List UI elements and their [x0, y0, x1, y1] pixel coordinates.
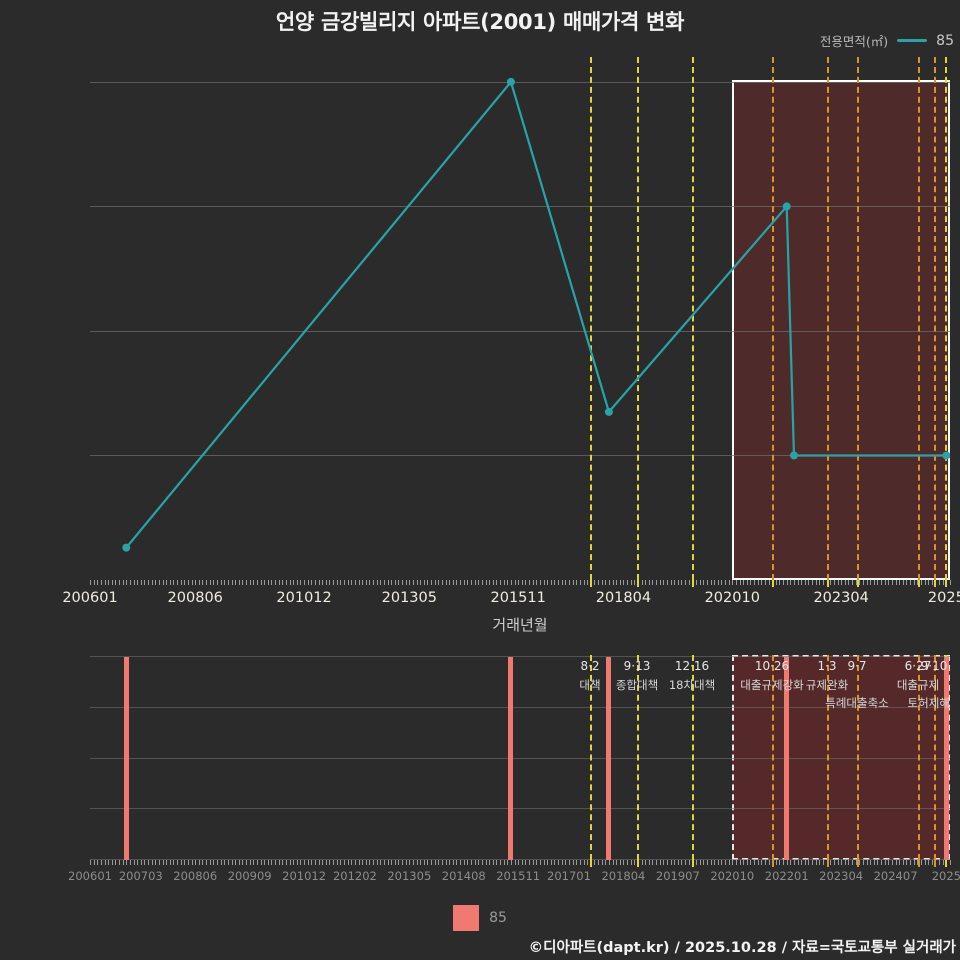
policy-line-vol-12-16 [692, 655, 694, 860]
policy-date-label: 9·7 [847, 659, 867, 673]
price-x-tick-label: 200806 [167, 590, 223, 606]
policy-date-label: 9·10 [920, 659, 948, 673]
volume-bar[interactable] [508, 657, 514, 860]
legend-area-value: 85 [936, 32, 954, 49]
price-gridline [90, 330, 950, 332]
policy-line-m8 [945, 57, 947, 580]
price-x-tick-label: 201511 [490, 590, 546, 606]
volume-x-tick-label: 201305 [387, 869, 432, 883]
legend-volume-swatch [453, 905, 480, 931]
volume-x-tick-label: 202304 [819, 869, 864, 883]
policy-name-label: 규제완화 [805, 678, 849, 692]
price-gridline [90, 81, 950, 83]
price-x-tick-label: 201804 [595, 590, 652, 606]
volume-gridline [90, 757, 950, 759]
policy-line-vol-6-27 [918, 655, 920, 860]
price-x-tick-label: 2025 [927, 590, 960, 606]
volume-x-tick-label: 201511 [496, 869, 541, 883]
policy-line-vol-8-2 [590, 655, 592, 860]
footer-credit: ©디아파트(dapt.kr) / 2025.10.28 / 자료=국토교통부 실… [528, 940, 956, 956]
policy-line-vol-1-3 [827, 655, 829, 860]
price-x-tick-label: 201305 [381, 590, 437, 606]
policy-line-vol-10-26 [772, 655, 774, 860]
price-highlight-region [732, 80, 950, 580]
price-x-axis: 거래년월 200601 200806 201012 201305 201511 20180… [62, 580, 960, 634]
volume-x-tick-label: 200909 [227, 869, 272, 883]
volume-x-tick-label: 201701 [547, 869, 591, 883]
policy-line-9-10 [934, 57, 936, 580]
policy-line-vol-9-10 [934, 655, 936, 860]
policy-line-1-3 [827, 57, 829, 580]
volume-bar[interactable] [606, 657, 612, 860]
policy-name-label: 특례대출축소 [825, 696, 889, 710]
price-x-tickbar [90, 580, 951, 587]
policy-line-9-13 [637, 57, 639, 580]
price-chart-plot-area[interactable]: 1.5억1.4억1.3억1.2억 [90, 57, 950, 580]
policy-line-8-2 [590, 57, 592, 580]
volume-x-tick-label: 2025 [931, 869, 960, 883]
volume-chart-plot-area[interactable]: 1.000.750.500.250.008·2대책9·13종합대책12·1618… [90, 655, 950, 860]
policy-name-label: 18차대책 [668, 678, 716, 692]
policy-date-label: 8·2 [580, 659, 600, 673]
volume-bar[interactable] [784, 657, 790, 860]
page-title: 언양 금강빌리지 아파트(2001) 매매가격 변화 [275, 10, 685, 34]
volume-gridline [90, 656, 950, 657]
volume-x-tickbar [90, 860, 951, 867]
policy-line-12-16 [692, 57, 694, 580]
price-x-axis-label: 거래년월 [492, 616, 548, 634]
legend-volume-value: 85 [489, 910, 507, 926]
volume-x-tick-label: 202407 [873, 869, 918, 883]
legend-top[interactable]: 전용면적(㎡) 85 [820, 31, 954, 50]
price-x-tick-label: 202010 [704, 590, 760, 606]
policy-date-label: 6·27 [904, 659, 932, 673]
volume-gridline [90, 859, 950, 860]
policy-line-vol-9-7 [857, 655, 859, 860]
policy-line-10-26 [772, 57, 774, 580]
volume-x-tick-label: 201408 [441, 869, 486, 883]
policy-name-label: 종합대책 [615, 678, 659, 692]
policy-date-label: 1·3 [817, 659, 837, 673]
price-series-85 [122, 77, 950, 552]
volume-gridline [90, 808, 950, 810]
volume-x-tick-label: 202010 [710, 869, 755, 883]
volume-x-tick-label: 200806 [173, 869, 218, 883]
policy-line-vol-9-13 [637, 655, 639, 860]
volume-bar[interactable] [943, 657, 949, 860]
policy-name-label: 대책 [579, 678, 601, 692]
policy-line-9-7 [857, 57, 859, 580]
price-gridline [90, 206, 950, 208]
volume-x-axis: 200601 200703 200806 200909 201012 201202 2013… [68, 860, 960, 890]
policy-name-label: 토허제해제 [907, 696, 950, 710]
policy-date-label: 10·26 [754, 659, 790, 673]
price-gridline [90, 455, 950, 457]
policy-line-6-27 [918, 57, 920, 580]
volume-x-tick-label: 201202 [332, 869, 377, 883]
volume-x-tick-label: 201804 [601, 869, 646, 883]
volume-x-tick-label: 200601 [68, 869, 112, 883]
legend-area-label: 전용면적(㎡) [819, 34, 889, 49]
volume-x-tick-label: 201907 [655, 869, 700, 883]
price-x-tick-label: 202304 [813, 590, 869, 606]
volume-bar[interactable] [123, 657, 129, 860]
policy-name-label: 대출규제강화 [740, 678, 804, 692]
volume-x-tick-label: 202201 [764, 869, 809, 883]
volume-x-tick-label: 201012 [282, 869, 327, 883]
volume-gridline [90, 706, 950, 708]
policy-name-label: 대출규제 [896, 678, 940, 692]
policy-date-label: 12·16 [674, 659, 710, 673]
price-x-tick-label: 200601 [62, 590, 118, 606]
legend-line-swatch [897, 39, 928, 42]
policy-date-label: 9·13 [623, 659, 651, 673]
volume-x-tick-label: 200703 [118, 869, 163, 883]
legend-bottom[interactable]: 85 [0, 905, 960, 931]
price-x-tick-label: 201012 [276, 590, 332, 606]
